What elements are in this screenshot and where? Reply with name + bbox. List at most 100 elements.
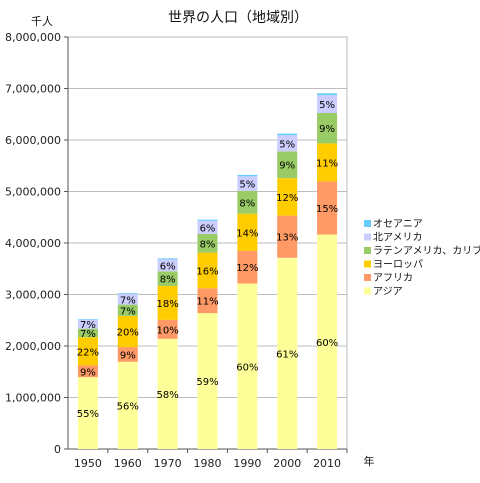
data-label: 11%	[196, 297, 218, 308]
legend-label: オセアニア	[373, 218, 423, 230]
x-tick-label: 1960	[114, 457, 142, 470]
data-label: 8%	[239, 198, 255, 209]
bar-segment	[197, 219, 218, 221]
legend-swatch	[364, 260, 371, 268]
legend-swatch	[364, 247, 371, 254]
bar-segment	[117, 304, 138, 316]
bar-segment	[197, 220, 218, 234]
bar-segment	[117, 347, 138, 362]
data-label: 20%	[117, 328, 139, 339]
bar-segment	[277, 215, 298, 258]
data-label: 61%	[276, 349, 298, 360]
bar-segment	[117, 294, 138, 305]
bar-segment	[77, 377, 98, 449]
data-label: 12%	[236, 263, 258, 274]
bar-segment	[237, 283, 258, 449]
x-tick-label: 2010	[313, 457, 341, 470]
y-tick-label: 3,000,000	[5, 289, 61, 302]
data-label: 12%	[276, 193, 298, 204]
bar-segment	[277, 257, 298, 449]
bar-segment	[237, 250, 258, 284]
data-label: 22%	[77, 347, 99, 358]
bar-segment	[197, 252, 218, 289]
bar-segment	[77, 365, 98, 378]
bar-segment	[77, 337, 98, 366]
chart-title: 世界の人口（地域別）	[168, 10, 308, 26]
data-label: 8%	[200, 239, 216, 250]
plot-area: 0 1,000,000 2,000,000 3,000,000 4,000,000 5,0…	[5, 31, 348, 470]
y-tick-label: 5,000,000	[5, 186, 61, 199]
data-label: 6%	[160, 261, 176, 272]
bar-segment	[237, 190, 258, 214]
data-label: 9%	[319, 124, 335, 135]
bar-segment	[317, 93, 338, 96]
y-tick-label: 6,000,000	[5, 134, 61, 147]
data-label: 55%	[77, 409, 99, 420]
bar-segment	[237, 176, 258, 191]
y-tick-label: 0	[54, 443, 61, 456]
data-label: 5%	[279, 139, 295, 150]
bar-segment	[157, 319, 178, 339]
x-tick-label: 2000	[273, 457, 301, 470]
bar-segment	[277, 133, 298, 136]
data-label: 13%	[276, 233, 298, 244]
data-label: 7%	[120, 295, 136, 306]
data-label: 60%	[316, 338, 338, 349]
data-label: 6%	[200, 223, 216, 234]
bar-segment	[277, 178, 298, 216]
bar-segment	[277, 135, 298, 152]
bar-segment	[157, 286, 178, 320]
data-label: 59%	[196, 377, 218, 388]
x-tick-label: 1980	[194, 457, 222, 470]
legend-swatch	[364, 220, 371, 227]
data-label: 60%	[236, 362, 258, 373]
bar-segment	[77, 328, 98, 338]
data-label: 14%	[236, 228, 258, 239]
data-label: 5%	[239, 180, 255, 191]
bar-segment	[117, 293, 138, 295]
bar-segment	[157, 259, 178, 272]
bar-segment	[117, 315, 138, 348]
bar-segment	[237, 174, 258, 177]
legend-label: アジア	[373, 287, 403, 298]
y-tick-label: 2,000,000	[5, 340, 61, 353]
data-label: 5%	[319, 100, 335, 111]
bar-segment	[317, 234, 338, 449]
data-label: 16%	[196, 266, 218, 277]
bar-segment	[277, 151, 298, 179]
bar-segment	[317, 113, 338, 144]
bar-segment	[237, 213, 258, 251]
data-label: 10%	[157, 325, 179, 336]
data-label: 58%	[157, 390, 179, 401]
data-label: 7%	[80, 329, 96, 340]
data-label: 7%	[120, 306, 136, 317]
x-tick-label: 1950	[74, 457, 102, 470]
y-tick-label: 1,000,000	[5, 392, 61, 405]
legend-label: アフリカ	[373, 272, 413, 284]
data-label: 56%	[117, 401, 139, 412]
legend-swatch	[364, 274, 371, 281]
y-axis-unit-label: 千人	[31, 15, 53, 28]
bar-segment	[317, 95, 338, 114]
bar-segment	[197, 233, 218, 253]
y-tick-label: 4,000,000	[5, 237, 61, 250]
data-label: 9%	[80, 367, 96, 378]
bar-segment	[117, 361, 138, 449]
x-axis-unit-label: 年	[364, 454, 375, 468]
data-label: 9%	[279, 161, 295, 172]
x-tick-label: 1970	[154, 457, 182, 470]
data-label: 15%	[316, 204, 338, 215]
legend-label: ラテンアメリカ、カリブ	[373, 244, 480, 257]
legend-label: 北アメリカ	[373, 232, 423, 244]
bar-segment	[197, 313, 218, 449]
legend-swatch	[364, 287, 371, 295]
legend-label: ヨーロッパ	[373, 259, 423, 271]
data-label: 18%	[157, 299, 179, 310]
x-tick-label: 1990	[233, 457, 261, 470]
bar-segment	[157, 271, 178, 287]
bar-segment	[317, 181, 338, 235]
y-tick-label: 7,000,000	[5, 83, 61, 96]
bar-segment	[157, 258, 178, 260]
bar-segment	[157, 338, 178, 449]
